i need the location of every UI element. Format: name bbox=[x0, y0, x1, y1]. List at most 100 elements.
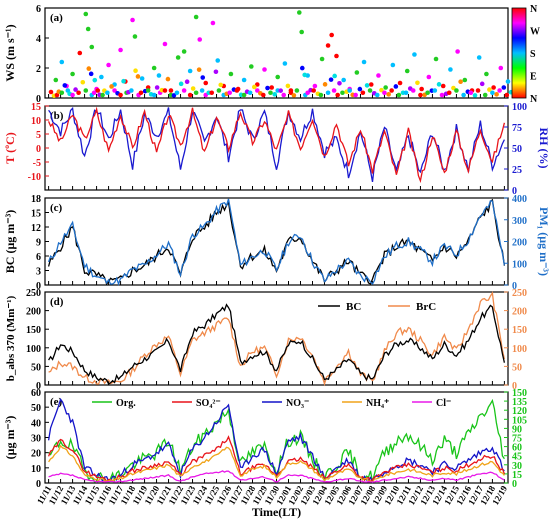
c-y2-tick-label: 200 bbox=[512, 238, 527, 249]
ws-point bbox=[85, 26, 91, 32]
ws-point bbox=[360, 90, 366, 96]
ws-point bbox=[425, 90, 430, 96]
b-y-tick-label: 5 bbox=[36, 130, 41, 141]
colorbar-tick-label: W bbox=[530, 27, 540, 38]
a-y-tick-label: 4 bbox=[36, 34, 41, 45]
ws-point bbox=[299, 65, 305, 71]
c-y2-title: PM₁ (μg m⁻³) bbox=[537, 207, 550, 276]
ws-point bbox=[498, 65, 504, 71]
b-y2-tick-label: 25 bbox=[512, 165, 522, 176]
ws-point bbox=[174, 90, 180, 96]
ws-point bbox=[80, 79, 86, 85]
ws-point bbox=[73, 87, 78, 92]
ws-point bbox=[247, 90, 253, 96]
ws-point bbox=[92, 77, 98, 83]
ws-point bbox=[433, 56, 439, 62]
panel-label-1: (b) bbox=[50, 110, 64, 122]
ws-point bbox=[162, 88, 168, 93]
ws-point bbox=[335, 92, 340, 98]
legend-bc-label: BC bbox=[346, 301, 361, 313]
ws-point bbox=[479, 81, 485, 87]
ws-point bbox=[368, 82, 374, 87]
ws-point bbox=[440, 83, 446, 89]
b-y-tick-label: 15 bbox=[31, 102, 41, 113]
ws-point bbox=[454, 88, 459, 93]
ws-point bbox=[312, 83, 318, 89]
e-y2-tick-label: 15 bbox=[512, 470, 522, 481]
ws-point bbox=[241, 92, 247, 98]
nh4-line bbox=[48, 444, 505, 483]
b-y-tick-label: 0 bbox=[36, 144, 41, 155]
c-y2-tick-label: 300 bbox=[512, 216, 527, 227]
c-y-title: BC (μg m⁻³) bbox=[3, 210, 17, 273]
ws-point bbox=[325, 43, 331, 48]
d-y-tick-label: 50 bbox=[31, 362, 41, 373]
d-y-tick-label: 150 bbox=[26, 325, 41, 336]
c-y-tick-label: 3 bbox=[36, 267, 41, 278]
ws-point bbox=[129, 88, 134, 93]
ws-point bbox=[472, 93, 478, 98]
ws-point bbox=[367, 88, 373, 93]
ws-point bbox=[138, 90, 144, 96]
ws-point bbox=[318, 92, 324, 98]
panel-label-text: (c) bbox=[50, 202, 63, 214]
ws-point bbox=[404, 68, 410, 74]
e-y2-tick-label: 30 bbox=[512, 461, 522, 472]
ws-point bbox=[487, 87, 492, 92]
ws-point bbox=[294, 88, 300, 93]
cl-line bbox=[48, 470, 505, 483]
a-y-tick-label: 2 bbox=[36, 64, 41, 75]
ws-point bbox=[83, 11, 89, 17]
ws-point bbox=[494, 92, 499, 97]
ws-point bbox=[482, 92, 488, 98]
panel-label-3: (d) bbox=[50, 296, 64, 308]
ws-point bbox=[410, 88, 416, 93]
colorbar-tick-label: N bbox=[530, 94, 538, 105]
d-y-title: b_abs 370 (Mm⁻¹) bbox=[5, 295, 17, 381]
ws-point bbox=[187, 92, 193, 98]
d-y-tick-label: 200 bbox=[26, 307, 41, 318]
e-y2-tick-label: 120 bbox=[512, 406, 527, 417]
ws-point bbox=[325, 90, 331, 96]
c-y-tick-label: 18 bbox=[31, 194, 41, 205]
ws-point bbox=[393, 84, 399, 89]
ws-point bbox=[319, 56, 325, 62]
ws-point bbox=[439, 92, 445, 98]
ws-point bbox=[145, 88, 151, 93]
ws-point bbox=[322, 82, 328, 87]
ws-point bbox=[112, 88, 117, 93]
ws-point bbox=[218, 82, 224, 88]
e-y-title: (μg m⁻³) bbox=[3, 416, 17, 460]
ws-point bbox=[436, 82, 442, 87]
ws-point bbox=[299, 29, 304, 35]
ws-point bbox=[209, 90, 215, 96]
panel-label-text: (b) bbox=[50, 110, 64, 122]
ws-point bbox=[334, 53, 339, 59]
ws-point bbox=[139, 76, 145, 81]
ws-point bbox=[95, 88, 101, 93]
ws-point bbox=[332, 73, 337, 79]
colorbar bbox=[511, 7, 527, 99]
ws-point bbox=[386, 92, 391, 97]
c-y2-tick-label: 100 bbox=[512, 259, 527, 270]
ws-point bbox=[59, 90, 65, 96]
ws-point bbox=[210, 20, 216, 26]
b-y2-tick-label: 50 bbox=[512, 144, 522, 155]
a-y-title: WS (m s⁻¹) bbox=[3, 24, 17, 81]
c-y-tick-label: 0 bbox=[36, 281, 41, 292]
e-y-tick-label: 30 bbox=[31, 434, 41, 445]
ws-point bbox=[196, 67, 202, 72]
ws-point bbox=[347, 88, 352, 93]
ws-point bbox=[288, 90, 294, 96]
panel-label-text: (d) bbox=[50, 296, 64, 308]
ws-point bbox=[497, 88, 502, 93]
ws-point bbox=[132, 34, 138, 39]
ws-point bbox=[184, 79, 190, 85]
ws-point bbox=[118, 47, 123, 53]
e-y2-tick-label: 60 bbox=[512, 443, 522, 454]
a-y-tick-label: 6 bbox=[36, 4, 41, 15]
ws-point bbox=[455, 49, 460, 54]
ws-point bbox=[458, 79, 463, 85]
legend-brc-label: BrC bbox=[416, 301, 436, 313]
